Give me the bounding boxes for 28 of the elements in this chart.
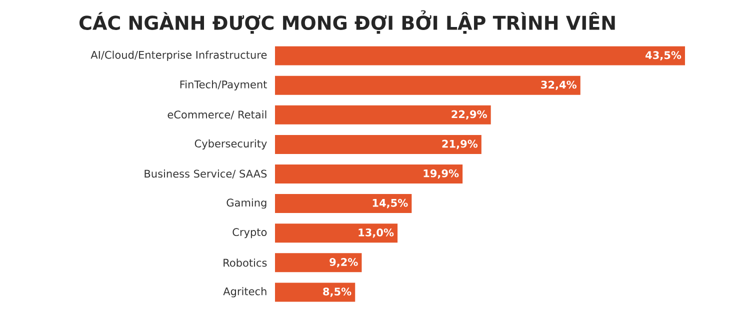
y-tick-label: Crypto	[232, 228, 267, 238]
bar	[275, 134, 482, 154]
y-tick-label: Gaming	[226, 198, 266, 209]
data-label: 22,9%	[452, 110, 487, 120]
bar	[275, 76, 580, 95]
data-label: 9,2%	[330, 258, 358, 268]
data-label: 13,0%	[358, 228, 394, 238]
data-label: 14,5%	[372, 198, 408, 208]
y-tick-label: Business Service/ SAAS	[144, 170, 267, 178]
y-tick-label: Cybersecurity	[194, 139, 267, 150]
data-label: 19,9%	[424, 169, 459, 179]
bar	[275, 105, 491, 124]
bar	[275, 46, 686, 66]
data-label: 32,4%	[541, 80, 577, 90]
y-tick-label: Agritech	[223, 287, 266, 298]
y-tick-label: Robotics	[224, 258, 267, 267]
y-tick-label: FinTech/Payment	[180, 80, 267, 90]
bar	[275, 224, 398, 243]
bar	[275, 253, 362, 272]
data-label: 8,5%	[323, 288, 352, 297]
y-tick-label: AI/Cloud/Enterprise Infrastructure	[90, 50, 267, 61]
bar	[275, 194, 412, 214]
bar	[275, 164, 463, 184]
data-label: 21,9%	[442, 140, 478, 150]
y-tick-label: eCommerce/ Retail	[168, 110, 266, 120]
data-label: 43,5%	[646, 51, 682, 60]
chart-title: CÁC NGÀNH ĐƯỢC MONG ĐỢI BỞI LẬP TRÌNH VIÊN	[79, 10, 615, 34]
bar	[275, 282, 356, 302]
